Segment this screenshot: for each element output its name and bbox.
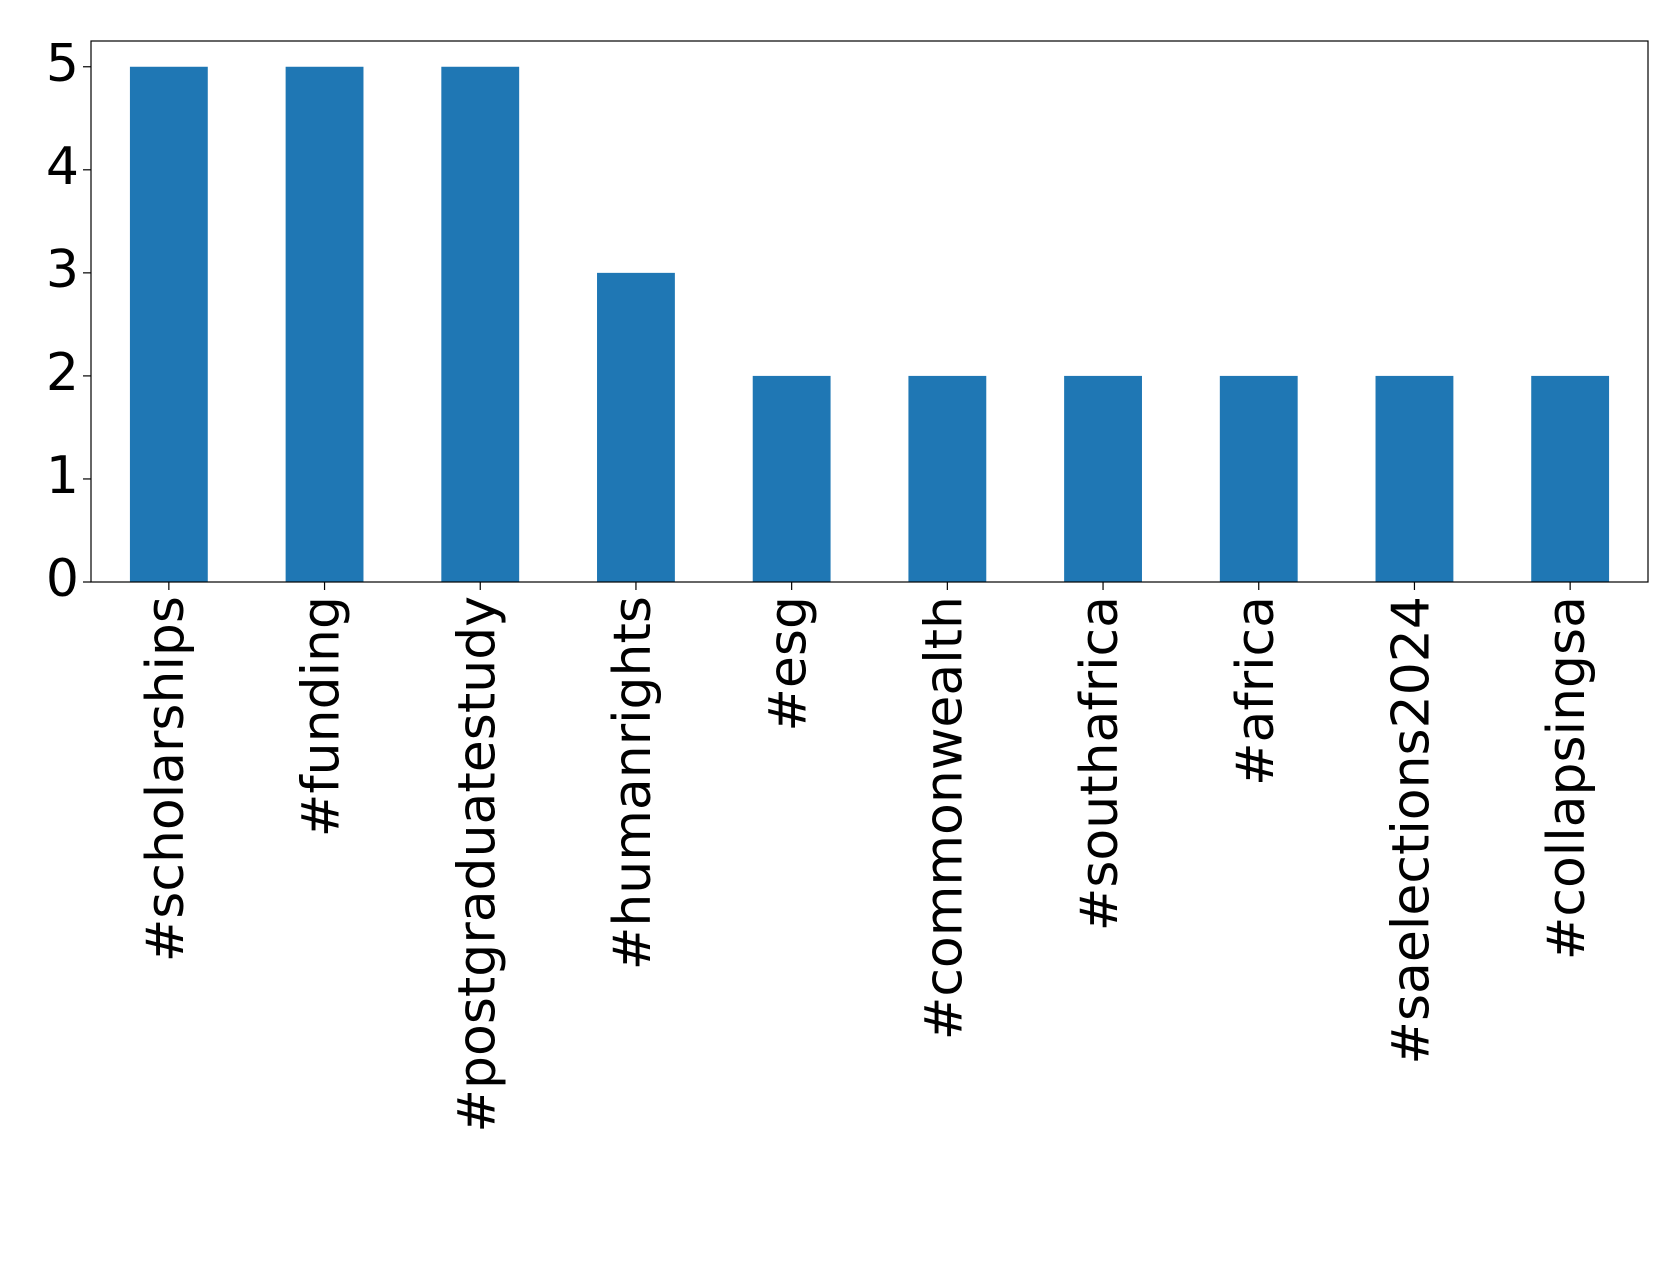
y-tick-label: 0 [46,549,79,609]
bar [129,66,208,582]
x-tick-label: #humanrights [603,596,663,970]
bar [908,375,987,582]
bar [752,375,831,582]
x-tick-label: #commonwealth [914,596,974,1040]
x-tick-label: #africa [1226,596,1286,786]
plot-frame [90,40,1649,583]
y-tick-label: 5 [46,34,79,94]
bar [597,272,675,582]
y-tick-label: 4 [46,137,79,197]
bar [1219,375,1298,582]
x-tick-label: #southafrica [1070,596,1130,931]
x-tick-label: #postgraduatestudy [447,596,507,1133]
bar [1064,375,1142,582]
x-tick-label: #saelections2024 [1381,596,1441,1065]
x-tick-label: #esg [759,596,819,732]
bar [441,66,520,582]
y-tick-label: 2 [46,343,79,403]
bar [1375,375,1454,582]
x-tick-label: #scholarships [136,596,196,962]
bar [1531,375,1610,582]
y-tick-label: 3 [46,240,79,300]
x-tick-label: #collapsingsa [1537,596,1597,960]
y-tick-label: 1 [46,446,79,506]
bar [285,66,364,582]
x-tick-label: #funding [292,596,352,837]
